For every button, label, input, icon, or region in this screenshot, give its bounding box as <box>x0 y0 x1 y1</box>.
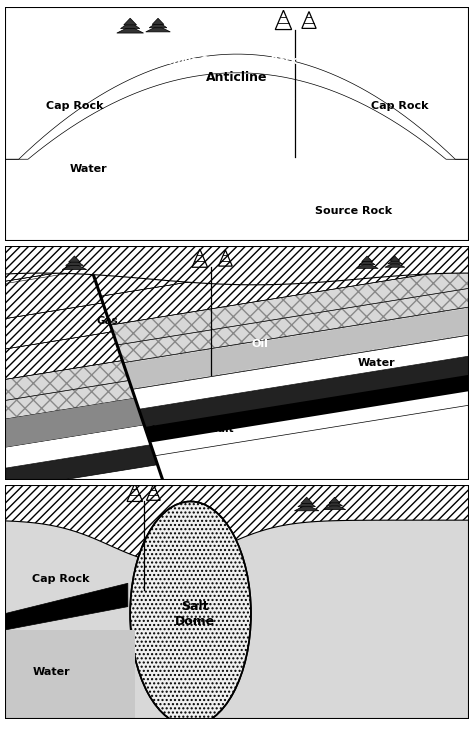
Polygon shape <box>298 501 316 506</box>
Text: Cap Rock: Cap Rock <box>371 101 428 110</box>
Polygon shape <box>5 54 469 159</box>
Polygon shape <box>5 270 103 319</box>
Text: Water: Water <box>357 358 395 368</box>
Text: Fault: Fault <box>204 423 234 434</box>
Polygon shape <box>120 22 140 29</box>
Polygon shape <box>5 335 469 431</box>
Polygon shape <box>385 262 405 268</box>
Polygon shape <box>5 584 128 630</box>
Polygon shape <box>5 356 469 452</box>
Text: Source Rock: Source Rock <box>315 206 392 215</box>
Text: Cap Rock: Cap Rock <box>32 573 89 584</box>
Polygon shape <box>5 331 122 379</box>
Polygon shape <box>5 0 469 33</box>
Polygon shape <box>5 630 135 719</box>
Polygon shape <box>5 171 469 282</box>
Polygon shape <box>5 398 144 447</box>
Polygon shape <box>329 498 340 503</box>
Text: Cap Rock: Cap Rock <box>46 101 103 110</box>
Polygon shape <box>5 207 469 312</box>
Polygon shape <box>5 361 129 401</box>
Polygon shape <box>5 425 151 468</box>
Polygon shape <box>5 445 157 490</box>
Polygon shape <box>5 12 469 57</box>
Polygon shape <box>5 183 469 241</box>
Polygon shape <box>5 288 469 381</box>
Polygon shape <box>301 497 312 503</box>
Polygon shape <box>5 485 469 562</box>
Polygon shape <box>356 263 378 268</box>
Polygon shape <box>390 256 400 261</box>
Text: Water: Water <box>70 164 107 173</box>
Polygon shape <box>5 381 135 419</box>
Text: Oil: Oil <box>252 340 269 349</box>
Bar <box>5 223 469 246</box>
Polygon shape <box>362 256 373 262</box>
Polygon shape <box>5 246 469 284</box>
Polygon shape <box>65 259 83 265</box>
Polygon shape <box>5 268 469 363</box>
Polygon shape <box>327 501 343 506</box>
Polygon shape <box>5 307 469 410</box>
Polygon shape <box>124 18 137 25</box>
Ellipse shape <box>130 501 251 726</box>
Polygon shape <box>62 263 87 270</box>
Polygon shape <box>5 630 135 719</box>
Polygon shape <box>294 505 319 511</box>
Polygon shape <box>117 26 144 33</box>
Text: Porous Gas-Bearing Rock: Porous Gas-Bearing Rock <box>158 56 297 66</box>
Polygon shape <box>149 21 167 28</box>
Polygon shape <box>5 159 469 194</box>
Polygon shape <box>5 308 469 409</box>
Polygon shape <box>69 256 80 262</box>
Polygon shape <box>5 237 469 342</box>
Polygon shape <box>359 259 375 265</box>
Text: Salt
Dome: Salt Dome <box>175 600 215 628</box>
Text: Water: Water <box>32 667 70 677</box>
Polygon shape <box>5 375 469 466</box>
Polygon shape <box>152 18 164 24</box>
Polygon shape <box>146 26 170 32</box>
Text: Porous Oil-Bearing Rock: Porous Oil-Bearing Rock <box>161 91 294 101</box>
Polygon shape <box>388 259 402 264</box>
Polygon shape <box>323 504 346 509</box>
Polygon shape <box>5 303 113 349</box>
Polygon shape <box>5 465 166 503</box>
Polygon shape <box>5 377 469 480</box>
Polygon shape <box>5 398 144 447</box>
Text: Gas: Gas <box>96 316 118 326</box>
Text: Anticline: Anticline <box>206 71 268 84</box>
Polygon shape <box>5 54 469 159</box>
